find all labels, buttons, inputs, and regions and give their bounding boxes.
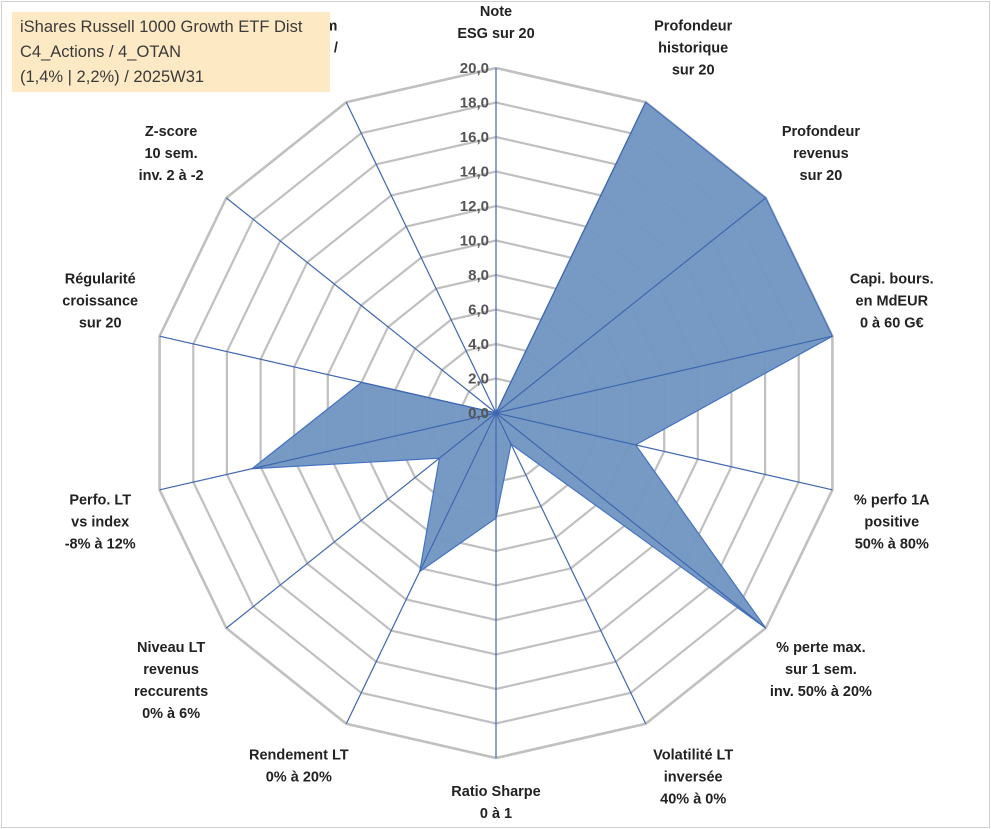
axis-label-line: revenus (793, 146, 849, 162)
axis-label-line: vs index (71, 515, 129, 531)
tick-label: 8,0 (468, 267, 489, 284)
radar-spokes (159, 68, 833, 758)
axis-label-line: inv. 2 à -2 (139, 168, 204, 184)
axis-label-line: en MdEUR (856, 293, 929, 309)
axis-label: Capi. bours. en MdEUR 0 à 60 G€ (850, 271, 934, 331)
axis-label-line: 0% à 20% (266, 770, 332, 786)
axis-label: Z-score 10 sem. inv. 2 à -2 (139, 124, 204, 184)
axis-label-line: Rendement LT (249, 748, 349, 764)
axis-label-line: sur 20 (800, 168, 843, 184)
axis-label-line: positive (864, 515, 919, 531)
axis-spoke (495, 412, 767, 629)
tick-label: 18,0 (460, 95, 489, 112)
axis-label: Régularité croissance sur 20 (62, 271, 138, 331)
axis-spoke (159, 335, 497, 414)
axis-spoke (159, 412, 497, 491)
axis-label-line: 0 à 1 (480, 806, 512, 822)
axis-label-line: -8% à 12% (65, 537, 136, 553)
axis-label-line: 0% à 6% (142, 706, 200, 722)
tick-label: 6,0 (468, 302, 489, 319)
axis-label-line: Profondeur (654, 18, 732, 34)
axis-label-line: 10 sem. (144, 146, 197, 162)
axis-label: Ratio Sharpe 0 à 1 (451, 784, 540, 822)
axis-label-line: Note (480, 4, 512, 20)
tick-label: 2,0 (468, 371, 489, 388)
axis-label-line: 0 à 60 G€ (860, 315, 924, 331)
axis-label-line: Niveau LT (137, 640, 205, 656)
tick-label: 16,0 (460, 129, 489, 146)
fund-category: C4_Actions / 4_OTAN (20, 43, 182, 61)
axis-spoke (495, 101, 647, 414)
fund-name: iShares Russell 1000 Growth ETF Dist (20, 18, 303, 36)
axis-label-line: reccurents (134, 684, 208, 700)
axis-label-line: Ratio Sharpe (451, 784, 540, 800)
tick-label: 4,0 (468, 336, 489, 353)
tick-label: 14,0 (460, 164, 489, 181)
axis-label-line: croissance (62, 293, 138, 309)
tick-label: 10,0 (460, 233, 489, 250)
axis-spoke (225, 412, 497, 629)
axis-label-line: revenus (143, 662, 199, 678)
axis-label-line: Volatilité LT (653, 748, 733, 764)
tick-label: 12,0 (460, 198, 489, 215)
axis-label: Profondeur historique sur 20 (654, 18, 732, 78)
axis-label: Rendement LT 0% à 20% (249, 748, 349, 786)
axis-label-line: Capi. bours. (850, 271, 934, 287)
axis-label-line: Régularité (65, 271, 136, 287)
axis-label-line: Profondeur (782, 124, 860, 140)
axis-spoke (345, 101, 497, 414)
radar-tick-labels: 0,0 2,0 4,0 6,0 8,0 10,0 12,0 14,0 16,0 18,0 20,0 (460, 60, 489, 422)
axis-spoke (495, 412, 833, 491)
axis-spoke (225, 197, 497, 414)
axis-label: Perfo. LT vs index -8% à 12% (65, 493, 136, 553)
axis-label-line: inversée (664, 770, 723, 786)
axis-label: Niveau LT revenus reccurents 0% à 6% (134, 640, 208, 722)
axis-spoke (495, 197, 767, 414)
axis-label: Note ESG sur 20 (457, 4, 534, 42)
axis-spoke (495, 412, 647, 725)
fund-rates-week: (1,4% | 2,2%) / 2025W31 (20, 68, 205, 86)
tick-label: 0,0 (468, 405, 489, 422)
axis-label: % perte max. sur 1 sem. inv. 50% à 20% (770, 640, 872, 700)
axis-label-line: % perfo 1A (854, 493, 930, 509)
axis-label-line: sur 1 sem. (785, 662, 857, 678)
axis-label-line: sur 20 (79, 315, 122, 331)
axis-spoke (345, 412, 497, 725)
axis-label-line: inv. 50% à 20% (770, 684, 872, 700)
axis-label: % perfo 1A positive 50% à 80% (854, 493, 930, 553)
axis-label-line: 50% à 80% (855, 537, 929, 553)
axis-label-line: % perte max. (776, 640, 865, 656)
axis-label-line: 40% à 0% (660, 792, 726, 808)
radar-axis-labels: Note ESG sur 20 Profondeur historique sur 20… (62, 4, 933, 822)
axis-label-line: historique (658, 40, 728, 56)
axis-label: Profondeur revenus sur 20 (782, 124, 860, 184)
axis-label: Volatilité LT inversée 40% à 0% (653, 748, 733, 808)
axis-spoke (495, 335, 833, 414)
axis-label-line: Perfo. LT (69, 493, 131, 509)
axis-label-line: ESG sur 20 (457, 26, 534, 42)
axis-label-line: sur 20 (672, 62, 715, 78)
fund-title-box: iShares Russell 1000 Growth ETF Dist C4_… (12, 12, 330, 92)
tick-label: 20,0 (460, 60, 489, 77)
axis-label-line: Z-score (145, 124, 197, 140)
